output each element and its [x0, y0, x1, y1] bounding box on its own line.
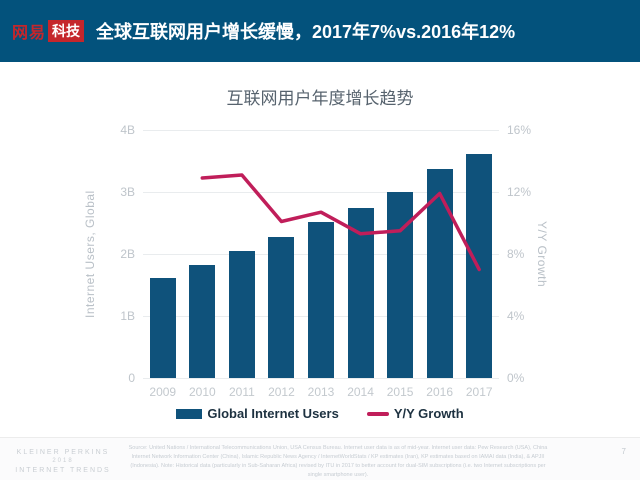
- x-label-2011: 2011: [228, 385, 255, 399]
- x-label-2009: 2009: [149, 385, 177, 399]
- netease-tech-logo: 网易 科技: [12, 19, 85, 43]
- page-title: 全球互联网用户增长缓慢，2017年7%vs.2016年12%: [96, 22, 516, 42]
- x-label-2013: 2013: [307, 385, 335, 399]
- left-axis-tick: 2B: [120, 247, 135, 261]
- x-label-2016: 2016: [426, 385, 453, 399]
- logo-keji-badge: 科技: [48, 20, 85, 42]
- source-note: Source: United Nations / International T…: [128, 445, 548, 479]
- chart-legend: Global Internet Users Y/Y Growth: [0, 406, 640, 421]
- chart-title: 互联网用户年度增长趋势: [226, 89, 414, 108]
- legend-label: Global Internet Users: [207, 406, 339, 421]
- left-axis-tick: 4B: [120, 123, 135, 137]
- branding-line-1: KLEINER PERKINS: [16, 449, 110, 456]
- footer: KLEINER PERKINS 2018 INTERNET TRENDS Sou…: [0, 437, 640, 480]
- chart-panel: 互联网用户年度增长趋势 Internet Users, Global Y/Y G…: [0, 62, 640, 437]
- bar-2013: [308, 221, 334, 378]
- gridline: [143, 191, 499, 193]
- branding-line-2: 2018: [52, 458, 74, 465]
- right-axis-tick: 8%: [507, 247, 525, 261]
- branding-line-3: INTERNET TRENDS: [15, 466, 111, 474]
- gridline: [143, 377, 499, 379]
- bar-2010: [189, 265, 216, 378]
- bar-2014: [347, 207, 374, 378]
- right-axis-title: Y/Y Growth: [535, 220, 549, 288]
- gridline: [143, 129, 499, 131]
- x-label-2015: 2015: [386, 385, 414, 399]
- bar-2009: [149, 278, 176, 378]
- left-axis-tick: 0: [128, 371, 135, 385]
- bar-2012: [268, 237, 295, 378]
- legend-swatch-bar: [176, 408, 203, 419]
- bar-2011: [228, 250, 255, 378]
- logo-wangyi-text: 网易: [12, 25, 47, 42]
- right-axis-tick: 0%: [507, 371, 525, 385]
- growth-line: [200, 173, 481, 272]
- right-axis-tick: 12%: [507, 185, 532, 199]
- legend-label: Y/Y Growth: [393, 406, 464, 421]
- plot-area: Internet Users, Global Y/Y Growth 0 0% 1B 4…: [83, 123, 549, 399]
- legend-swatch-line: [366, 411, 389, 416]
- x-label-2014: 2014: [347, 385, 374, 399]
- right-axis-tick: 4%: [507, 309, 525, 323]
- right-axis-tick: 16%: [507, 123, 532, 137]
- left-axis-tick: 1B: [120, 309, 135, 323]
- left-axis-tick: 3B: [120, 185, 135, 199]
- x-label-2012: 2012: [268, 385, 295, 399]
- legend-item-line: Y/Y Growth: [366, 406, 464, 421]
- header: 网易 科技 全球互联网用户增长缓慢，2017年7%vs.2016年12%: [0, 0, 640, 62]
- page-number: 7: [621, 447, 626, 456]
- x-label-2017: 2017: [465, 385, 493, 399]
- x-label-2010: 2010: [188, 385, 216, 399]
- kleiner-perkins-branding: KLEINER PERKINS 2018 INTERNET TRENDS: [4, 448, 122, 475]
- legend-item-bars: Global Internet Users: [176, 406, 339, 421]
